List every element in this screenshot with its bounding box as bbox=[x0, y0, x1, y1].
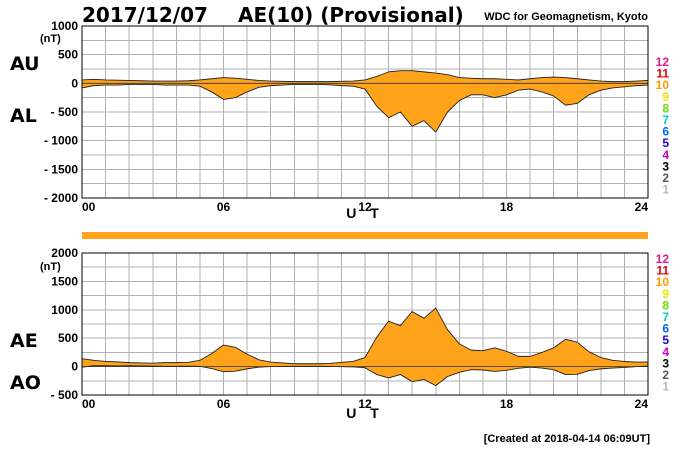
station-count-4: 4 bbox=[662, 148, 669, 162]
y-tick-label: 1000 bbox=[51, 19, 78, 33]
station-count-2: 2 bbox=[662, 171, 669, 185]
station-count-11: 11 bbox=[656, 67, 669, 81]
station-count-1: 1 bbox=[662, 380, 669, 394]
station-count-9: 9 bbox=[662, 90, 669, 104]
chart-date: 2017/12/07 bbox=[82, 3, 208, 27]
x-tick-label: 12 bbox=[358, 200, 372, 214]
x-tick-label: 00 bbox=[82, 397, 96, 411]
station-count-7: 7 bbox=[662, 113, 669, 127]
x-tick-label: 24 bbox=[635, 200, 649, 214]
station-count-11: 11 bbox=[656, 264, 669, 278]
y-tick-label: - 2000 bbox=[44, 191, 78, 205]
x-tick-label: 18 bbox=[500, 397, 514, 411]
x-axis-label: U T bbox=[346, 205, 384, 221]
y-tick-label: 0 bbox=[71, 76, 78, 90]
x-tick-label: 06 bbox=[217, 397, 231, 411]
x-tick-label: 12 bbox=[358, 397, 372, 411]
ae-label: AE bbox=[10, 330, 38, 352]
station-count-3: 3 bbox=[662, 159, 669, 173]
station-count-10: 10 bbox=[656, 275, 670, 289]
station-count-12: 12 bbox=[656, 55, 670, 69]
created-timestamp: [Created at 2018-04-14 06:09UT] bbox=[484, 433, 651, 445]
al-label: AL bbox=[10, 105, 37, 127]
y-tick-label: - 1500 bbox=[44, 162, 78, 176]
ao-label: AO bbox=[10, 372, 41, 394]
y-tick-label: - 500 bbox=[51, 388, 79, 402]
y-tick-label: 500 bbox=[58, 331, 78, 345]
data-source: WDC for Geomagnetism, Kyoto bbox=[484, 11, 648, 23]
y-tick-label: 0 bbox=[71, 360, 78, 374]
station-count-6: 6 bbox=[662, 322, 669, 336]
y-tick-label: 1000 bbox=[51, 303, 78, 317]
au-label: AU bbox=[10, 53, 40, 75]
au-al-panel: 1000 500 0 - 500 - 1000 - 1500 - 2000 00 06 12 18 2… bbox=[44, 19, 649, 221]
plot-frame bbox=[81, 252, 649, 396]
station-count-3: 3 bbox=[662, 356, 669, 370]
station-count-8: 8 bbox=[662, 298, 669, 312]
x-tick-label: 00 bbox=[82, 200, 96, 214]
x-tick-label: 06 bbox=[217, 200, 231, 214]
x-tick-label: 24 bbox=[635, 397, 649, 411]
station-count-5: 5 bbox=[662, 136, 669, 150]
station-count-1: 1 bbox=[662, 183, 669, 197]
plot-frame bbox=[81, 25, 649, 199]
station-count-2: 2 bbox=[662, 368, 669, 382]
station-count-4: 4 bbox=[662, 345, 669, 359]
unit-label-bottom: (nT) bbox=[40, 261, 61, 273]
station-count-9: 9 bbox=[662, 287, 669, 301]
y-tick-label: - 1000 bbox=[44, 134, 78, 148]
station-count-5: 5 bbox=[662, 333, 669, 347]
y-tick-label: - 500 bbox=[51, 105, 79, 119]
station-count-10: 10 bbox=[656, 78, 670, 92]
chart-title: AE(10) (Provisional) bbox=[238, 3, 464, 27]
data-status-bar bbox=[82, 232, 648, 239]
x-tick-label: 18 bbox=[500, 200, 514, 214]
y-tick-label: 1500 bbox=[51, 274, 78, 288]
station-count-6: 6 bbox=[662, 125, 669, 139]
unit-label-top: (nT) bbox=[40, 33, 61, 45]
y-tick-label: 500 bbox=[58, 48, 78, 62]
station-count-12: 12 bbox=[656, 252, 670, 266]
y-tick-label: 2000 bbox=[51, 246, 78, 260]
station-count-7: 7 bbox=[662, 310, 669, 324]
x-axis-label: U T bbox=[346, 405, 384, 421]
station-count-8: 8 bbox=[662, 101, 669, 115]
